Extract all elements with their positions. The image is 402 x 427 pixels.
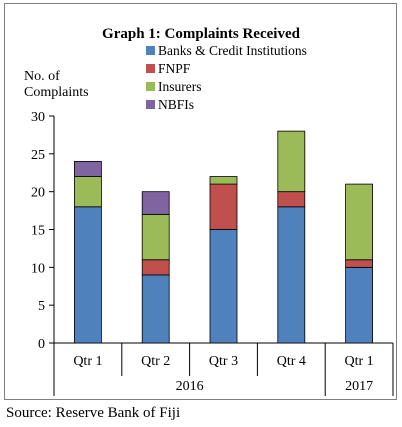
- legend-label-1: Banks & Credit Institutions: [158, 43, 307, 58]
- y-tick-label: 30: [31, 110, 45, 125]
- source-note: Source: Reserve Bank of Fiji: [6, 405, 181, 421]
- x-tick-label: Qtr 2: [141, 354, 170, 369]
- legend-swatch-2: [146, 64, 155, 73]
- bar-3-series-1: [209, 229, 238, 344]
- x-tick-label: Qtr 1: [345, 354, 374, 369]
- y-tick-label: 10: [31, 261, 45, 276]
- legend-swatch-3: [146, 82, 155, 91]
- x-tick-label: Qtr 3: [209, 354, 238, 369]
- y-tick-label: 5: [38, 299, 45, 314]
- y-tick-label: 20: [31, 186, 45, 201]
- legend-label-2: FNPF: [158, 61, 191, 76]
- bar-4-series-2: [277, 191, 306, 208]
- bar-4-series-1: [277, 206, 306, 344]
- bar-2-series-4: [141, 191, 170, 215]
- bar-4-series-3: [277, 130, 306, 193]
- bar-2-series-3: [141, 213, 170, 261]
- y-axis-label-line-2: Complaints: [24, 85, 89, 100]
- y-tick-label: 15: [31, 224, 45, 239]
- year-group-label-2: 2017: [345, 379, 373, 394]
- bar-1-series-3: [74, 176, 102, 208]
- bar-2-series-1: [141, 274, 170, 344]
- legend-swatch-4: [146, 100, 155, 109]
- y-tick-label: 25: [31, 148, 45, 163]
- chart-title: Graph 1: Complaints Received: [102, 26, 301, 42]
- x-tick-label: Qtr 1: [73, 354, 102, 369]
- bar-5-series-1: [345, 266, 374, 344]
- bar-3-series-3: [209, 176, 238, 185]
- x-tick-label: Qtr 4: [277, 354, 306, 369]
- y-tick-label: 0: [38, 337, 45, 352]
- legend-label-4: NBFIs: [158, 97, 194, 112]
- bar-1-series-4: [74, 160, 102, 177]
- bar-5-series-2: [345, 259, 374, 268]
- bar-1-series-1: [74, 206, 102, 344]
- y-axis-label-line-1: No. of: [24, 69, 60, 84]
- bar-2-series-2: [141, 259, 170, 276]
- complaints-chart: Graph 1: Complaints Received Banks & Cre…: [24, 26, 394, 396]
- chart-frame: Graph 1: Complaints Received Banks & Cre…: [4, 3, 397, 400]
- year-group-label-1: 2016: [176, 379, 204, 394]
- bar-3-series-2: [209, 183, 238, 230]
- bar-5-series-3: [345, 183, 374, 261]
- legend-label-3: Insurers: [158, 79, 202, 94]
- legend-swatch-1: [146, 46, 155, 55]
